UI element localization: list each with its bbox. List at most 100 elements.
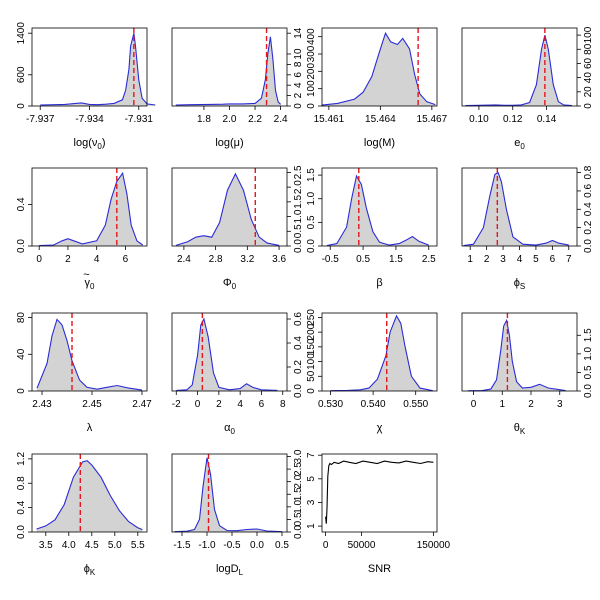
y-tick-label: 60 xyxy=(583,57,594,69)
x-tick-label: 0 xyxy=(195,399,201,410)
plot-frame-phiK xyxy=(31,453,148,533)
density-line-beta xyxy=(326,174,429,247)
plot-frame-e0 xyxy=(461,27,578,107)
x-tick-label: 1.5 xyxy=(389,254,403,265)
axis-label-phi0: Φ0 xyxy=(223,277,237,291)
y-tick-label: 0.8 xyxy=(583,165,594,179)
axis-label-thetaK: θK xyxy=(514,422,526,436)
y-tick-label: 1.0 xyxy=(583,346,594,360)
y-tick-label: 3.0 xyxy=(293,449,304,463)
axis-label-subscript: 0 xyxy=(90,282,95,291)
y-tick-label: 1.5 xyxy=(583,328,594,342)
y-tick-label: 14 xyxy=(293,27,304,39)
axis-label-main: log(ν xyxy=(74,137,98,149)
y-tick-label: 1.5 xyxy=(293,194,304,208)
panel-phiS: 1 2 3 4 5 6 7 0.0 0.2 0.4 0.6 0.8 ϕS xyxy=(461,165,594,291)
snr-trace-line xyxy=(325,460,434,524)
y-tick-label: 10 xyxy=(293,48,304,60)
x-tick-label: 4 xyxy=(94,254,100,265)
y-tick-label: 0.4 xyxy=(16,197,27,211)
panel-phi0: 2.4 2.8 3.2 3.6 0.00.51.01.52.02.5 Φ0 xyxy=(171,165,304,291)
x-tick-label: -7.931 xyxy=(125,114,154,125)
x-tick-label: 15.464 xyxy=(365,114,396,125)
x-tick-label: -7.937 xyxy=(26,114,55,125)
axis-label-subscript: 0 xyxy=(520,142,525,151)
x-tick-label: 15.467 xyxy=(417,114,448,125)
axis-label-main: log(M) xyxy=(364,137,395,149)
y-tick-label: 0.5 xyxy=(583,365,594,379)
axis-label-subscript: 0 xyxy=(230,427,235,436)
x-tick-label: 2.8 xyxy=(209,254,223,265)
y-tick-label: 0 xyxy=(583,103,594,109)
y-tick-label: 0.2 xyxy=(583,220,594,234)
y-tick-label: 1.2 xyxy=(16,451,27,465)
x-tick-label: 50000 xyxy=(348,540,376,551)
y-tick-label: 300 xyxy=(306,45,317,62)
axis-label-main: log(μ) xyxy=(215,137,243,149)
y-tick-label: 0.0 xyxy=(16,239,27,253)
axis-label-logDL: logDL xyxy=(216,563,244,577)
x-tick-label: 2.4 xyxy=(274,114,288,125)
x-tick-label: 6 xyxy=(550,254,556,265)
y-tick-label: 6 xyxy=(293,72,304,78)
x-tick-label: 0.12 xyxy=(503,114,523,125)
panel-beta: -0.5 0.5 1.5 2.5 0.0 0.5 1.0 1.5 β xyxy=(306,167,438,289)
y-tick-label: 0 xyxy=(306,388,317,394)
y-tick-label: 0.0 xyxy=(293,384,304,398)
x-tick-label: 150000 xyxy=(417,540,451,551)
y-tick-label: 1400 xyxy=(16,22,27,45)
x-tick-label: 0.550 xyxy=(403,399,428,410)
density-line-alpha0 xyxy=(176,317,278,391)
panel-log-mu: 1.8 2.0 2.2 2.4 0 2 4 6 810 14 log(μ) xyxy=(171,27,304,149)
x-tick-label: 3.5 xyxy=(39,540,53,551)
x-tick-label: 1 xyxy=(467,254,473,265)
y-tick-label: 2 xyxy=(293,92,304,98)
axis-label-subscript: K xyxy=(520,427,526,436)
axis-label-log-mu: log(μ) xyxy=(215,137,243,149)
x-tick-label: 2 xyxy=(484,254,490,265)
x-tick-label: -0.5 xyxy=(223,540,241,551)
panel-gamma0: 0 2 4 60.00.4γ0~ xyxy=(16,167,148,291)
axis-label-e0: e0 xyxy=(514,137,525,151)
x-tick-label: 15.461 xyxy=(314,114,345,125)
x-tick-label: 4.0 xyxy=(62,540,76,551)
density-fill-e0 xyxy=(465,35,572,106)
density-line-gamma0 xyxy=(39,171,144,247)
x-tick-label: 0.10 xyxy=(469,114,489,125)
axis-label-snr: SNR xyxy=(368,563,391,575)
panel-log-nu0: -7.937 -7.934 -7.931 0 600 1400 log(ν0) xyxy=(16,22,156,151)
axis-label-main: χ xyxy=(377,422,383,434)
axis-label-phiS: ϕS xyxy=(514,277,526,291)
axis-label-gamma0: γ0 xyxy=(85,277,96,291)
x-tick-label: 2 xyxy=(65,254,71,265)
density-line-e0 xyxy=(465,34,572,107)
y-tick-label: 2.5 xyxy=(293,462,304,476)
x-tick-label: 0.14 xyxy=(537,114,557,125)
y-tick-label: 0.0 xyxy=(583,239,594,253)
x-tick-label: 2 xyxy=(216,399,222,410)
density-fill-lambda xyxy=(37,319,142,391)
plot-frame-alpha0 xyxy=(171,312,288,392)
density-fill-logDL xyxy=(174,457,282,532)
plot-frame-phi0 xyxy=(171,167,288,247)
y-tick-label: 1 xyxy=(306,523,317,529)
x-tick-label: 2.0 xyxy=(223,114,237,125)
x-tick-label: 5.0 xyxy=(108,540,122,551)
axis-label-subscript: 0 xyxy=(97,142,102,151)
axis-label-log-nu0: log(ν0) xyxy=(74,137,106,151)
axis-label-suffix: ) xyxy=(102,137,106,149)
x-tick-label: 4 xyxy=(237,399,243,410)
density-fill-log-M xyxy=(322,33,436,107)
y-tick-label: 0.0 xyxy=(583,384,594,398)
axis-label-main: γ xyxy=(85,277,91,289)
x-tick-label: -7.934 xyxy=(75,114,104,125)
y-tick-label: 600 xyxy=(16,66,27,83)
y-tick-label: 0 xyxy=(306,103,317,109)
plot-frame-chi xyxy=(321,312,438,392)
x-tick-label: 3 xyxy=(500,254,506,265)
y-tick-label: 0.0 xyxy=(16,525,27,539)
density-line-lambda xyxy=(36,318,143,391)
axis-label-subscript: K xyxy=(90,568,96,577)
density-line-log-mu xyxy=(175,36,281,106)
y-tick-label: 0 xyxy=(293,103,304,109)
